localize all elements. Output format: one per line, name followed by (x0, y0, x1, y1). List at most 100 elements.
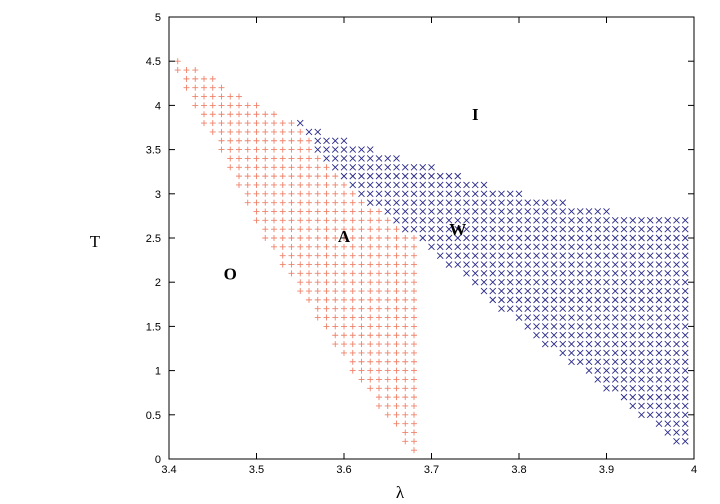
plus-marker (402, 243, 409, 250)
cross-marker (428, 234, 435, 242)
cross-marker (673, 261, 680, 268)
cross-marker (463, 217, 470, 224)
cross-marker (550, 323, 558, 330)
cross-marker (638, 393, 645, 401)
plus-marker (323, 252, 330, 259)
plus-marker (349, 261, 356, 268)
cross-marker (664, 323, 672, 330)
plus-marker (358, 243, 365, 250)
cross-marker (480, 287, 488, 295)
cross-marker (541, 287, 549, 295)
plus-marker (402, 402, 409, 409)
plus-marker (174, 58, 181, 65)
cross-marker (401, 181, 409, 189)
cross-marker (559, 305, 567, 313)
plus-marker (271, 235, 277, 241)
cross-marker (515, 217, 523, 224)
cross-marker (629, 261, 637, 268)
cross-marker (568, 243, 575, 251)
plus-marker (323, 296, 330, 303)
cross-marker (559, 261, 567, 268)
plus-marker (402, 349, 409, 356)
cross-marker (673, 252, 680, 259)
plus-marker (341, 181, 347, 188)
cross-marker (524, 252, 532, 259)
cross-marker (384, 199, 392, 206)
plus-marker (209, 128, 216, 135)
cross-marker (585, 367, 593, 374)
plus-marker (288, 243, 295, 250)
cross-marker (358, 172, 365, 180)
plus-marker (297, 226, 304, 233)
plus-marker (341, 199, 347, 206)
cross-marker (550, 225, 558, 233)
plus-marker (227, 102, 234, 109)
cross-marker (664, 287, 672, 295)
y-tick-label: 3 (155, 189, 161, 201)
cross-marker (559, 314, 567, 321)
cross-marker (436, 225, 444, 233)
plus-marker (384, 323, 391, 330)
plus-marker (279, 146, 286, 153)
plus-marker (384, 376, 391, 383)
cross-marker (559, 225, 567, 233)
plus-marker (244, 173, 251, 180)
cross-marker (454, 190, 462, 198)
cross-marker (515, 261, 523, 268)
plus-marker (244, 111, 251, 118)
cross-marker (611, 217, 619, 224)
cross-marker (673, 331, 680, 339)
plus-marker (262, 226, 269, 233)
cross-marker (673, 376, 680, 383)
cross-marker (664, 278, 672, 286)
cross-marker (594, 323, 602, 330)
plus-marker (376, 226, 382, 233)
plus-marker (358, 288, 365, 295)
cross-marker (681, 234, 689, 242)
cross-marker (489, 261, 497, 268)
cross-marker (681, 438, 689, 445)
cross-marker (559, 296, 567, 304)
cross-marker (603, 340, 610, 348)
cross-marker (664, 340, 672, 348)
cross-marker (419, 225, 427, 233)
cross-marker (533, 199, 540, 206)
cross-marker (681, 393, 689, 401)
cross-marker (585, 278, 593, 286)
plus-marker (341, 208, 347, 215)
x-tick-label: 4 (691, 464, 697, 476)
cross-marker (550, 278, 558, 286)
cross-marker (646, 402, 654, 410)
plus-marker (262, 164, 269, 171)
plus-marker (358, 252, 365, 259)
cross-marker (533, 287, 540, 295)
cross-marker (594, 252, 602, 259)
cross-marker (384, 181, 392, 189)
plus-marker (384, 367, 391, 374)
cross-marker (489, 287, 497, 295)
cross-marker (681, 340, 689, 348)
cross-marker (646, 358, 654, 366)
plus-marker (306, 181, 312, 188)
plus-marker (332, 190, 339, 197)
plus-marker (288, 155, 295, 162)
cross-marker (489, 270, 497, 277)
plus-marker (253, 155, 260, 162)
plus-marker (244, 164, 251, 171)
cross-marker (681, 296, 689, 304)
plus-marker (402, 367, 409, 374)
cross-marker (428, 199, 435, 206)
cross-marker (603, 314, 610, 321)
plus-marker (314, 217, 321, 224)
plus-marker (393, 341, 400, 348)
plus-marker (367, 270, 374, 277)
cross-marker (489, 217, 497, 224)
plus-marker (376, 288, 382, 295)
cross-marker (629, 358, 637, 366)
plus-marker (236, 181, 242, 188)
cross-marker (375, 199, 383, 206)
plus-marker (411, 367, 417, 374)
plus-marker (201, 111, 207, 118)
cross-marker (489, 199, 497, 206)
plus-marker (402, 288, 409, 295)
